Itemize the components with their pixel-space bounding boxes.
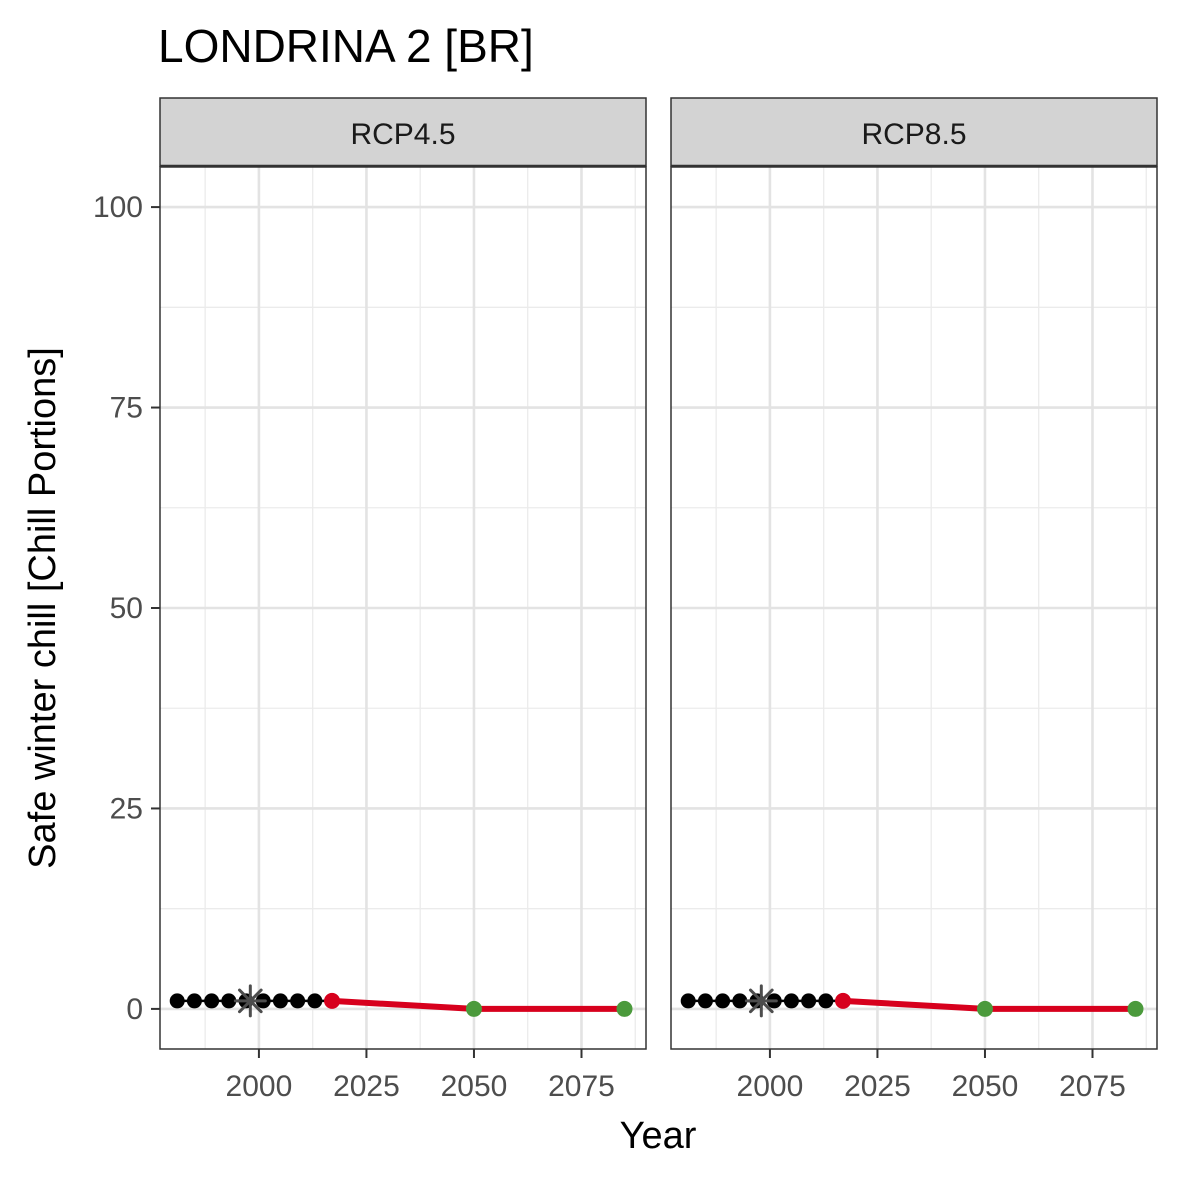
- historic-point: [732, 993, 748, 1009]
- future-point: [976, 1000, 993, 1017]
- reference-marker-stroke: [749, 988, 774, 1014]
- historic-point: [221, 993, 237, 1009]
- historic-point: [290, 993, 306, 1009]
- x-tick-label: 2025: [844, 1070, 911, 1103]
- chart-title: LONDRINA 2 [BR]: [158, 20, 534, 72]
- historic-point: [680, 993, 696, 1009]
- x-tick-label: 2050: [441, 1070, 508, 1103]
- historic-point: [307, 993, 323, 1009]
- historic-point: [272, 993, 288, 1009]
- x-tick-label: 2075: [1059, 1070, 1126, 1103]
- facet-strip-label: RCP8.5: [861, 118, 966, 151]
- historic-point: [818, 993, 834, 1009]
- facet-panel-rcp85: RCP8.5 2000 2025 2050 2075: [670, 97, 1158, 1103]
- x-tick-label: 2075: [548, 1070, 615, 1103]
- present-point: [835, 992, 852, 1009]
- y-tick-label: 75: [110, 392, 143, 425]
- reference-year-marker: [233, 984, 267, 1018]
- y-tick-label: 100: [93, 191, 143, 224]
- y-axis-title: Safe winter chill [Chill Portions]: [22, 347, 64, 869]
- reference-year-marker: [744, 984, 778, 1018]
- y-tick-label: 25: [110, 792, 143, 825]
- facet-strip-label: RCP4.5: [350, 118, 455, 151]
- historic-point: [186, 993, 202, 1009]
- y-tick-label: 50: [110, 592, 143, 625]
- historic-point: [715, 993, 731, 1009]
- present-point: [324, 992, 341, 1009]
- facet-strip: [159, 97, 647, 167]
- x-tick-label: 2050: [952, 1070, 1019, 1103]
- x-tick-label: 2000: [737, 1070, 804, 1103]
- x-tick-label: 2000: [226, 1070, 293, 1103]
- historic-point: [204, 993, 220, 1009]
- historic-point: [801, 993, 817, 1009]
- facet-strip: [670, 97, 1158, 167]
- y-tick-label: 0: [126, 993, 143, 1026]
- facet-panels: RCP4.5 2000 2025 2050 2075 0 25 50 75 100 RCP8.5 20…: [93, 97, 1158, 1103]
- historic-point: [783, 993, 799, 1009]
- historic-point: [169, 993, 185, 1009]
- historic-point: [697, 993, 713, 1009]
- future-point: [616, 1000, 633, 1017]
- panel-border: [670, 166, 1158, 1050]
- reference-marker-stroke: [238, 988, 263, 1014]
- future-point: [465, 1000, 482, 1017]
- facet-panel-rcp45: RCP4.5 2000 2025 2050 2075 0 25 50 75 100: [93, 97, 647, 1103]
- x-tick-label: 2025: [333, 1070, 400, 1103]
- future-point: [1127, 1000, 1144, 1017]
- x-axis-title: Year: [620, 1115, 697, 1157]
